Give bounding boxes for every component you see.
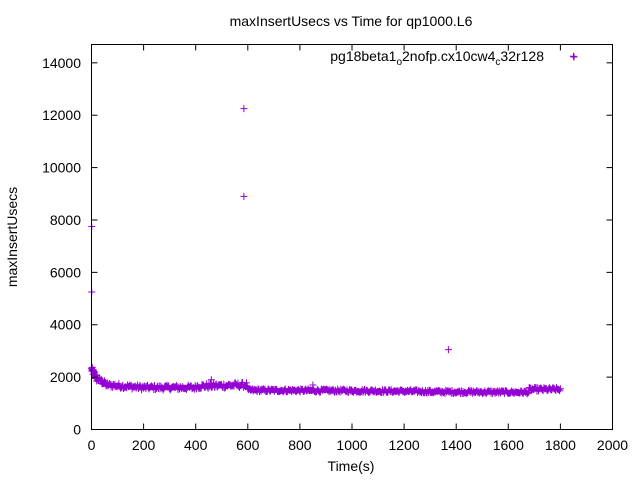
x-tick-label: 1800 [545,437,576,453]
y-tick-label: 12000 [42,107,81,123]
y-tick-label: 6000 [50,264,81,280]
y-tick-label: 14000 [42,55,81,71]
y-tick-label: 2000 [50,369,81,385]
legend-label-subscript: o [396,57,402,68]
x-tick-label: 800 [288,437,312,453]
y-axis-label: maxInsertUsecs [4,187,20,287]
x-axis-label: Time(s) [328,458,375,474]
x-tick-label: 200 [132,437,156,453]
x-tick-label: 0 [88,437,96,453]
x-tick-label: 1200 [389,437,420,453]
data-point [204,384,212,392]
data-point [523,390,531,398]
legend-label-part: 2nofp.cx10cw4 [402,48,496,64]
legend-label-part: pg18beta1 [330,48,396,64]
data-point [126,381,134,389]
legend-label-subscript: c [495,57,500,68]
x-tick-label: 400 [184,437,208,453]
chart-title: maxInsertUsecs vs Time for qp1000.L6 [230,13,473,29]
legend-label-part: 32r128 [500,48,544,64]
legend: pg18beta1o2nofp.cx10cw4c32r128 [330,48,578,68]
x-tick-label: 1600 [493,437,524,453]
x-tick-label: 2000 [597,437,628,453]
x-axis: 0 200 400 600 800 1000 1200 1400 1600 1800 2000 [88,44,628,453]
data-point [242,379,250,387]
legend-marker [570,53,578,61]
data-point [524,389,532,397]
y-tick-label: 8000 [50,212,81,228]
legend-marker-glyph [570,53,578,61]
x-tick-label: 1000 [336,437,367,453]
data-point-outlier [569,52,577,60]
y-tick-label: 10000 [42,160,81,176]
data-point [556,385,564,393]
x-tick-label: 1400 [441,437,472,453]
data-point [525,388,533,396]
y-axis: 0 2000 4000 6000 8000 10000 12000 14000 [42,55,613,438]
plot-frame [91,44,613,430]
legend-label: pg18beta1o2nofp.cx10cw4c32r128 [330,48,544,68]
data-point-outlier [207,376,215,384]
x-tick-label: 600 [236,437,260,453]
data-points [88,52,577,398]
data-point-outlier [240,105,248,113]
data-point-outlier [444,346,452,354]
y-tick-label: 0 [73,422,81,438]
data-point [159,386,167,394]
data-point [555,385,563,393]
data-point-outlier [240,192,248,200]
data-point-outlier [309,381,317,389]
y-tick-label: 4000 [50,317,81,333]
